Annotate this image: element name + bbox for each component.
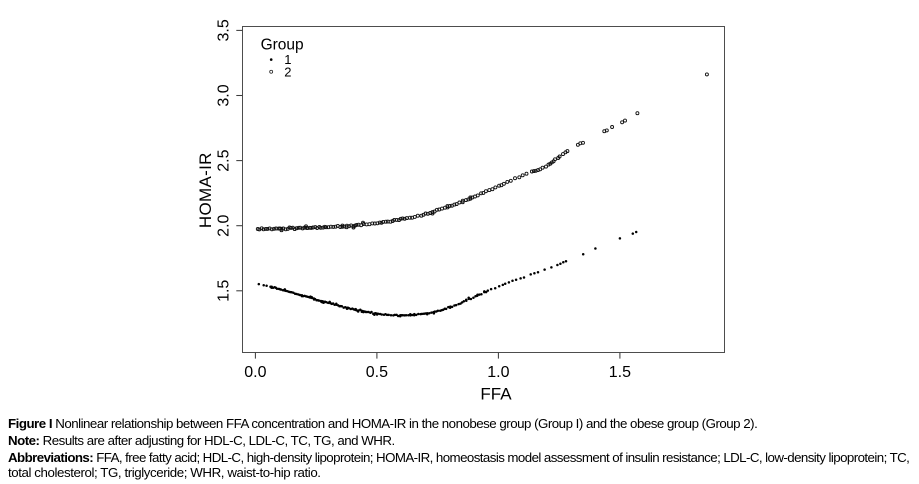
svg-text:1: 1 [284, 52, 291, 67]
svg-text:Group: Group [261, 36, 304, 53]
svg-text:3.0: 3.0 [216, 84, 233, 106]
svg-text:2.0: 2.0 [216, 214, 233, 236]
svg-text:1.5: 1.5 [216, 280, 233, 302]
svg-text:2: 2 [284, 64, 291, 79]
svg-text:2.5: 2.5 [216, 149, 233, 171]
svg-text:FFA: FFA [480, 385, 512, 404]
svg-text:HOMA-IR: HOMA-IR [196, 152, 215, 228]
svg-text:0.0: 0.0 [244, 364, 266, 381]
svg-text:1.0: 1.0 [487, 364, 509, 381]
svg-text:1.5: 1.5 [609, 364, 631, 381]
svg-text:0.5: 0.5 [366, 364, 388, 381]
svg-text:3.5: 3.5 [216, 19, 233, 41]
